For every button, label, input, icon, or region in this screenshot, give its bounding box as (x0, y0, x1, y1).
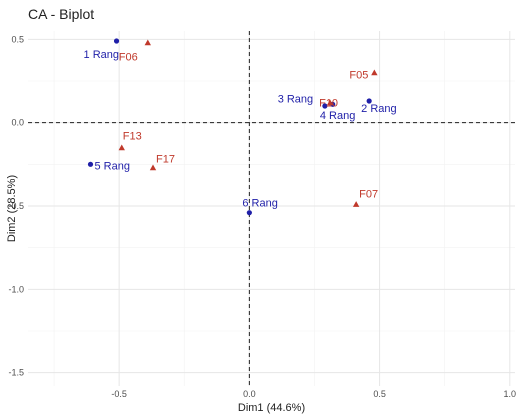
data-point-f06 (144, 39, 151, 46)
point-label-f06: F06 (119, 52, 138, 64)
data-point-f10 (326, 99, 334, 106)
point-label-f05: F05 (349, 70, 368, 82)
y-tick-label: -1.0 (8, 284, 24, 294)
data-point-f05 (371, 69, 378, 76)
data-point-f13 (118, 144, 125, 151)
point-label-3-rang: 3 Rang (278, 93, 313, 105)
x-tick-label: -0.5 (111, 389, 127, 399)
y-tick-label: 0.0 (11, 118, 24, 128)
y-tick-label: -0.5 (8, 201, 24, 211)
point-label-6-rang: 6 Rang (242, 198, 277, 210)
point-label-f10: F10 (319, 98, 338, 110)
y-axis-title: Dim2 (28.5%) (6, 175, 18, 242)
point-label-5-rang: 5 Rang (95, 160, 130, 172)
point-labels: 1 Rang 2 Rang 3 Rang 4 Rang 5 Rang 6 Rang F05 F… (84, 49, 397, 210)
tick-labels: -0.5 0.0 0.5 1.0 -1.5 -1.0 -0.5 0.0 0.5 (8, 34, 516, 399)
x-axis-title: Dim1 (44.6%) (238, 402, 305, 414)
data-point-5-rang (87, 161, 94, 167)
point-label-f07: F07 (359, 188, 378, 200)
data-point-f17 (149, 164, 157, 171)
chart-title: CA - Biplot (28, 6, 95, 22)
x-tick-label: 1.0 (504, 389, 517, 399)
y-tick-label: 0.5 (11, 34, 24, 44)
point-label-2-rang: 2 Rang (361, 103, 396, 115)
point-label-f13: F13 (123, 131, 142, 143)
point-label-f17: F17 (156, 154, 175, 166)
y-tick-label: -1.5 (8, 368, 24, 378)
x-tick-label: 0.5 (373, 389, 386, 399)
data-point-f07 (352, 201, 360, 207)
data-point-4-rang (322, 103, 328, 109)
point-label-4-rang: 4 Rang (320, 110, 355, 122)
x-tick-label: 0.0 (243, 389, 256, 399)
reference-lines (28, 31, 515, 386)
data-points (87, 38, 378, 216)
point-label-1-rang: 1 Rang (84, 49, 119, 61)
data-point-6-rang (246, 210, 252, 216)
data-point-2-rang (366, 98, 372, 104)
data-point-1-rang (113, 38, 120, 44)
